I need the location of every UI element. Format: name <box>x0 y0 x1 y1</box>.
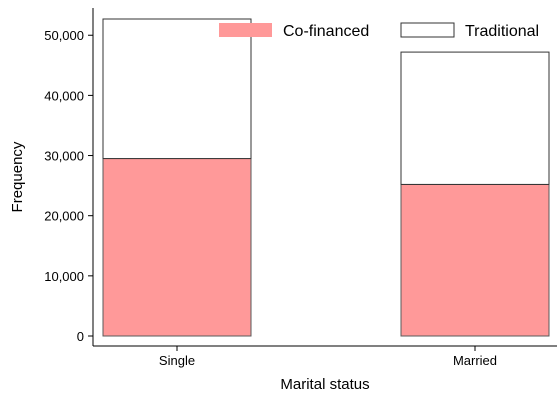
legend: Co-financed Traditional <box>219 22 539 40</box>
legend-label-co-financed: Co-financed <box>283 23 369 40</box>
x-tick-label-married: Married <box>453 353 497 368</box>
y-tick-label: 50,000 <box>44 28 84 43</box>
y-ticks: 0 10,000 20,000 30,000 40,000 50,000 <box>44 28 93 344</box>
bar-traditional-single <box>102 18 252 160</box>
bar-co-financed-married <box>400 183 550 337</box>
bars-layer <box>102 18 550 337</box>
y-tick-label: 30,000 <box>44 149 84 164</box>
y-axis-title: Frequency <box>9 141 26 212</box>
y-tick-label: 10,000 <box>44 269 84 284</box>
legend-swatch-co-financed <box>219 23 272 37</box>
bar-traditional-married <box>400 51 550 185</box>
x-axis-title: Marital status <box>280 376 369 393</box>
bar-co-financed-single <box>102 158 252 337</box>
y-tick-label: 20,000 <box>44 209 84 224</box>
legend-swatch-traditional <box>400 22 455 38</box>
y-tick-label: 0 <box>77 329 84 344</box>
y-tick-label: 40,000 <box>44 88 84 103</box>
axes-layer <box>92 8 557 347</box>
x-ticks: Single Married <box>159 346 497 368</box>
x-tick-label-single: Single <box>159 353 195 368</box>
legend-label-traditional: Traditional <box>465 23 539 40</box>
